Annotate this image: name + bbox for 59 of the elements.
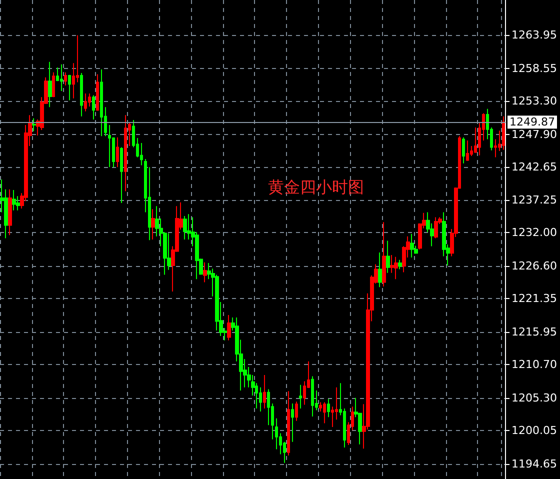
candlestick	[140, 142, 143, 166]
candlestick	[203, 262, 207, 283]
candlestick	[116, 136, 119, 168]
candlestick	[462, 136, 465, 164]
candlestick	[100, 68, 103, 137]
candlestick	[32, 118, 36, 132]
candlestick	[311, 376, 314, 417]
ref-line-label: 1249.87	[510, 116, 556, 129]
y-tick-label: 1263.95	[512, 28, 558, 42]
candlestick	[323, 402, 326, 424]
y-tick-label: 1194.65	[512, 457, 558, 470]
text: 黄金四小时图	[268, 178, 364, 196]
candlestick	[275, 418, 278, 450]
candlestick	[48, 61, 52, 108]
y-tick-label: 1232.00	[512, 226, 558, 240]
candlestick	[8, 188, 12, 236]
candlestick	[466, 140, 469, 162]
candlestick	[398, 259, 402, 270]
candlestick	[287, 390, 290, 456]
candlestick	[502, 116, 505, 150]
y-tick-label: 1210.70	[512, 358, 558, 372]
y-tick-label: 1200.05	[512, 424, 558, 437]
candlestick	[291, 403, 294, 442]
candlestick	[64, 72, 67, 86]
y-tick-label: 1258.55	[512, 62, 558, 75]
candlestick	[295, 401, 298, 422]
candlestick	[394, 256, 398, 280]
candlestick	[92, 94, 95, 120]
candlestick	[60, 64, 63, 92]
candlestick	[434, 216, 438, 239]
candlestick	[382, 222, 386, 288]
y-tick-label: 1205.30	[512, 391, 558, 404]
candlestick	[327, 398, 330, 418]
candlestick	[299, 384, 302, 409]
candlestick	[108, 124, 111, 168]
y-tick-label: 1247.90	[512, 128, 558, 141]
candlestick	[386, 240, 390, 274]
y-tick-label: 1253.30	[512, 94, 558, 108]
candlestick	[12, 189, 16, 211]
y-tick-label: 1226.60	[512, 260, 558, 273]
y-tick-label: 1242.65	[512, 160, 558, 174]
candlestick	[410, 233, 414, 258]
candlestick	[80, 72, 83, 117]
candlestick	[378, 252, 382, 288]
y-tick-label: 1221.35	[512, 292, 558, 306]
candlestick	[124, 114, 127, 192]
candlestick	[263, 374, 266, 409]
candlestick	[120, 146, 123, 204]
candlestick	[52, 72, 55, 98]
candlestick	[183, 215, 187, 240]
candlestick	[96, 74, 99, 112]
candlestick	[68, 74, 71, 101]
candlestick	[474, 126, 477, 154]
y-tick-label: 1237.25	[512, 194, 558, 207]
candlestick	[84, 92, 87, 112]
candlestick	[227, 314, 231, 341]
candlestick	[259, 386, 262, 412]
y-tick-label: 1215.95	[512, 326, 558, 339]
candlestick	[151, 208, 155, 240]
